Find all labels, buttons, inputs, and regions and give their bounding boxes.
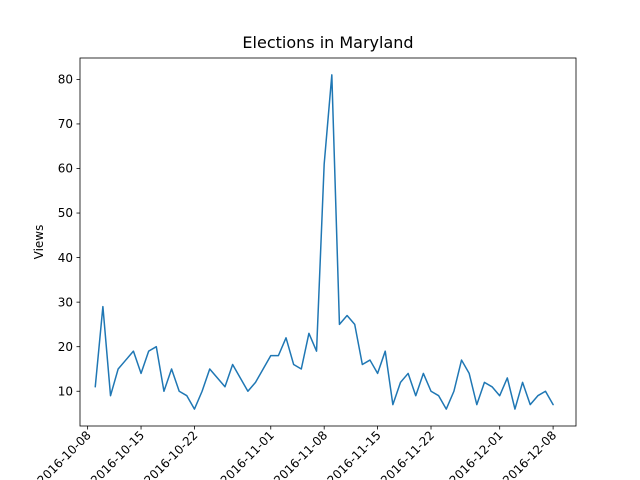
- data-point: [522, 381, 524, 383]
- data-point: [94, 386, 96, 388]
- data-point: [102, 306, 104, 308]
- data-point: [178, 390, 180, 392]
- y-tick-label: 40: [58, 251, 73, 265]
- data-point: [453, 390, 455, 392]
- data-point: [300, 368, 302, 370]
- data-point: [422, 372, 424, 374]
- data-point: [316, 350, 318, 352]
- data-point: [331, 74, 333, 76]
- data-point: [338, 323, 340, 325]
- data-point: [239, 377, 241, 379]
- y-tick-label: 70: [58, 117, 73, 131]
- data-point: [232, 364, 234, 366]
- y-tick-label: 50: [58, 206, 73, 220]
- data-point: [377, 372, 379, 374]
- data-point: [392, 404, 394, 406]
- data-point: [445, 408, 447, 410]
- data-point: [499, 395, 501, 397]
- y-axis-label: Views: [32, 225, 46, 260]
- data-point: [117, 368, 119, 370]
- data-point: [415, 395, 417, 397]
- y-tick-label: 60: [58, 162, 73, 176]
- data-point: [186, 395, 188, 397]
- data-point: [514, 408, 516, 410]
- data-point: [483, 381, 485, 383]
- data-point: [529, 404, 531, 406]
- data-point: [354, 323, 356, 325]
- data-point: [468, 372, 470, 374]
- data-point: [270, 355, 272, 357]
- data-point: [277, 355, 279, 357]
- data-point: [125, 359, 127, 361]
- data-point: [209, 368, 211, 370]
- data-point: [407, 372, 409, 374]
- data-point: [285, 337, 287, 339]
- data-point: [323, 163, 325, 165]
- data-point: [461, 359, 463, 361]
- y-axis-ticks: 10 20 30 40 50 60 70 80: [58, 73, 80, 398]
- data-point: [476, 404, 478, 406]
- data-point: [293, 364, 295, 366]
- data-point: [110, 395, 112, 397]
- data-point: [361, 364, 363, 366]
- data-point: [384, 350, 386, 352]
- data-point: [262, 368, 264, 370]
- data-point: [155, 346, 157, 348]
- data-point: [255, 381, 257, 383]
- data-point: [216, 377, 218, 379]
- y-tick-label: 10: [58, 384, 73, 398]
- data-point: [544, 390, 546, 392]
- y-tick-label: 80: [58, 73, 73, 87]
- data-point: [148, 350, 150, 352]
- data-point: [438, 395, 440, 397]
- plot-area-frame: [79, 57, 577, 427]
- data-point: [132, 350, 134, 352]
- data-point: [491, 386, 493, 388]
- data-point: [399, 381, 401, 383]
- data-point: [224, 386, 226, 388]
- data-point: [140, 372, 142, 374]
- data-point: [193, 408, 195, 410]
- data-point: [506, 377, 508, 379]
- series-line: [94, 74, 554, 410]
- y-tick-label: 30: [58, 295, 73, 309]
- data-point: [369, 359, 371, 361]
- data-point: [308, 332, 310, 334]
- data-point: [171, 368, 173, 370]
- data-point: [552, 404, 554, 406]
- data-point: [163, 390, 165, 392]
- data-point: [537, 395, 539, 397]
- data-point: [430, 390, 432, 392]
- data-point: [247, 390, 249, 392]
- y-tick-label: 20: [58, 340, 73, 354]
- data-point: [346, 315, 348, 317]
- chart-title: Elections in Maryland: [242, 33, 413, 52]
- data-point: [201, 390, 203, 392]
